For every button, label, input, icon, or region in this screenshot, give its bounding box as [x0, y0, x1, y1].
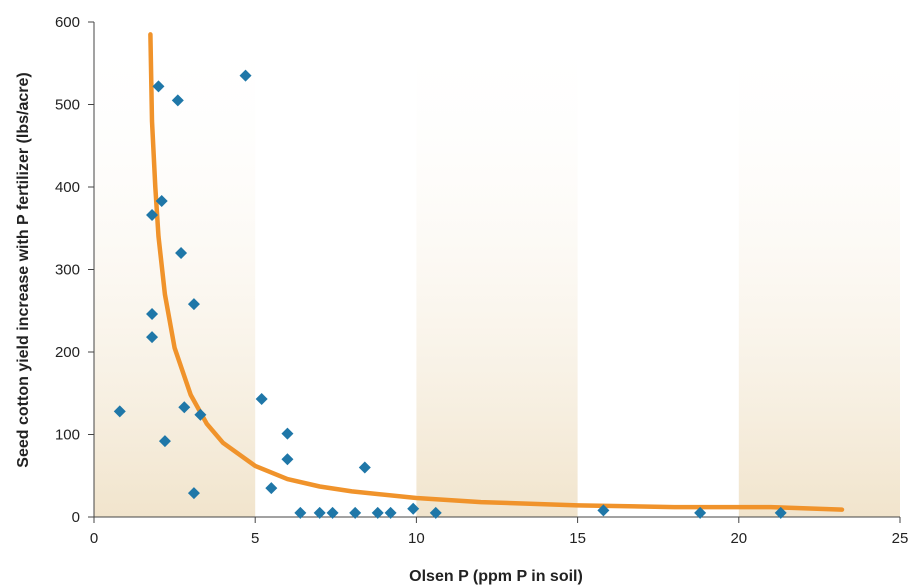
y-tick-label: 400	[55, 179, 80, 196]
data-point	[281, 453, 293, 465]
y-tick-label: 600	[55, 14, 80, 31]
y-tick-label: 200	[55, 344, 80, 361]
data-point	[265, 482, 277, 494]
x-tick-label: 20	[730, 530, 747, 547]
y-axis-title: Seed cotton yield increase with P fertil…	[15, 72, 32, 467]
x-tick-label: 15	[569, 530, 586, 547]
x-tick-label: 25	[892, 530, 909, 547]
y-tick-label: 0	[72, 509, 80, 526]
band	[416, 22, 577, 517]
data-point	[256, 393, 268, 405]
y-tick-label: 300	[55, 262, 80, 279]
band	[739, 22, 900, 517]
x-tick-label: 5	[251, 530, 259, 547]
data-point	[281, 428, 293, 440]
band	[94, 22, 255, 517]
x-tick-label: 0	[90, 530, 98, 547]
x-tick-label: 10	[408, 530, 425, 547]
background-bands	[94, 22, 900, 517]
x-axis-title: Olsen P (ppm P in soil)	[409, 568, 583, 585]
y-tick-label: 100	[55, 427, 80, 444]
y-tick-label: 500	[55, 97, 80, 114]
data-point	[359, 462, 371, 474]
